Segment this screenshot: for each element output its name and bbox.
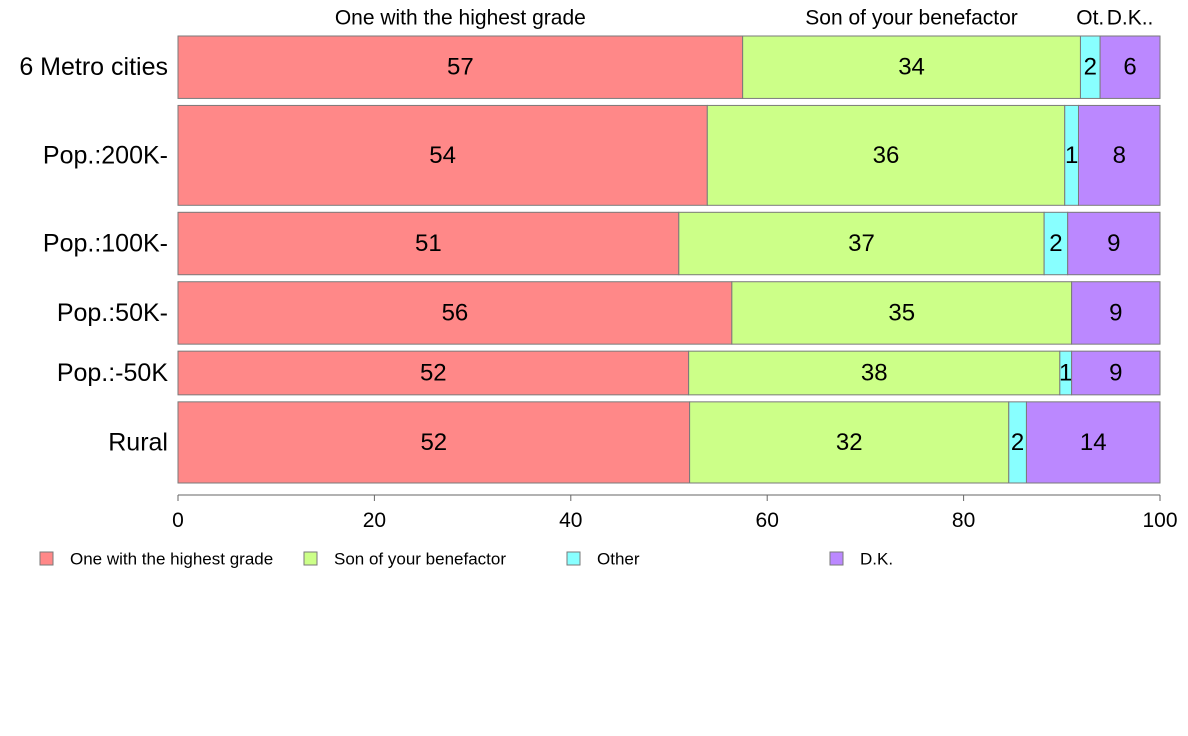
data-label: 32: [836, 429, 863, 456]
data-label: 36: [873, 142, 900, 169]
data-label: 57: [447, 54, 474, 81]
x-tick-label: 80: [952, 509, 975, 532]
data-label: 1: [1059, 360, 1072, 387]
bar-segment: [706, 104, 1066, 206]
bar-segment: [688, 350, 1061, 396]
bar-segment: [742, 35, 1081, 99]
data-label: 2: [1084, 54, 1097, 81]
category-label: Pop.:100K-: [43, 230, 168, 258]
bar-segment: [177, 35, 744, 99]
top-series-label: Son of your benefactor: [805, 7, 1017, 30]
top-series-label: D.K..: [1107, 7, 1154, 30]
data-label: 9: [1109, 360, 1122, 387]
legend-label: D.K.: [860, 550, 893, 569]
legend-swatch: [566, 551, 581, 566]
x-tick-label: 20: [363, 509, 386, 532]
category-label: Pop.:-50K: [57, 359, 169, 387]
category-label: Rural: [108, 428, 168, 456]
data-label: 6: [1123, 54, 1136, 81]
top-series-label: Ot.: [1076, 7, 1104, 30]
legend-swatch: [39, 551, 54, 566]
legend-swatch: [303, 551, 318, 566]
data-label: 8: [1113, 142, 1126, 169]
legend-label: Son of your benefactor: [334, 550, 506, 569]
bar-segment: [1077, 104, 1161, 206]
bar-segment: [177, 281, 733, 345]
bar-segment: [1071, 281, 1161, 345]
bar-segment: [1067, 211, 1161, 276]
data-label: 37: [848, 230, 875, 257]
data-label: 34: [898, 54, 925, 81]
bar-segment: [177, 104, 708, 206]
bar-segment: [177, 211, 680, 276]
data-label: 52: [420, 360, 447, 387]
data-label: 2: [1011, 429, 1024, 456]
data-label: 51: [415, 230, 442, 257]
data-label: 54: [429, 142, 456, 169]
x-tick-label: 0: [172, 509, 184, 532]
data-label: 9: [1109, 299, 1122, 326]
data-label: 9: [1107, 230, 1120, 257]
bar-segment: [731, 281, 1073, 345]
top-series-label: One with the highest grade: [335, 7, 586, 30]
legend-label: One with the highest grade: [70, 550, 273, 569]
data-label: 14: [1080, 429, 1107, 456]
bar-segment: [1099, 35, 1161, 99]
legend-swatch: [829, 551, 844, 566]
legend-label: Other: [597, 550, 640, 569]
x-tick-label: 60: [756, 509, 779, 532]
category-label: 6 Metro cities: [19, 53, 168, 81]
bar-segment: [177, 401, 691, 484]
bar-segment: [1025, 401, 1161, 484]
data-label: 56: [442, 299, 469, 326]
data-label: 2: [1049, 230, 1062, 257]
category-label: Pop.:200K-: [43, 141, 168, 169]
data-label: 38: [861, 360, 888, 387]
x-tick-label: 40: [559, 509, 582, 532]
bar-segment: [177, 350, 690, 396]
data-label: 52: [420, 429, 447, 456]
data-label: 35: [888, 299, 915, 326]
data-label: 1: [1065, 142, 1078, 169]
x-tick-label: 100: [1142, 509, 1177, 532]
bar-segment: [1071, 350, 1161, 396]
category-label: Pop.:50K-: [57, 299, 168, 327]
bar-segment: [678, 211, 1045, 276]
